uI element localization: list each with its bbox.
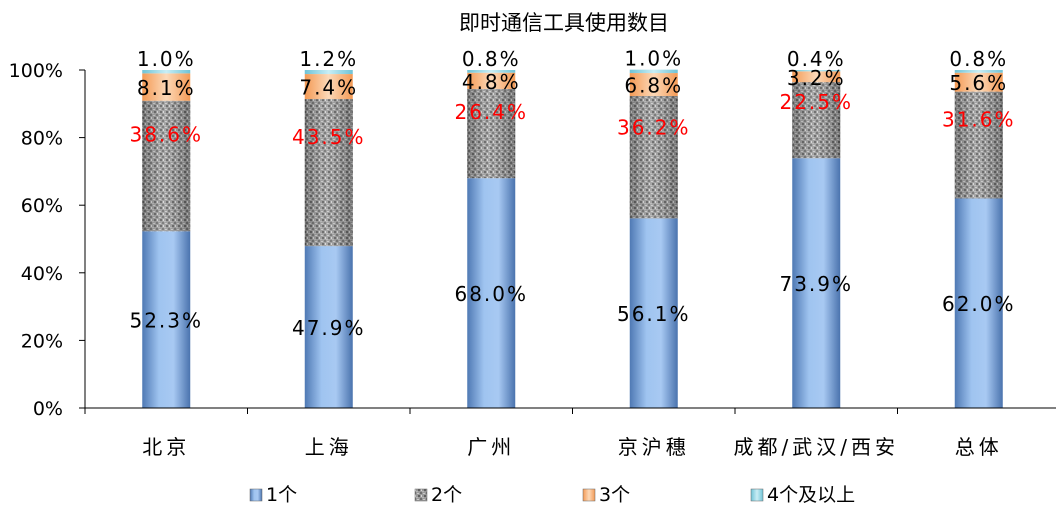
bar-segment-shade xyxy=(467,88,516,179)
legend-label: 4个及以上 xyxy=(767,484,855,506)
y-tick-label: 60% xyxy=(21,195,63,217)
data-label: 56.1% xyxy=(617,302,691,326)
bar-segment-shade xyxy=(629,96,678,219)
bar-segment xyxy=(142,73,191,101)
bar-segment xyxy=(142,70,191,74)
bar-segment-shade xyxy=(954,91,1003,199)
legend-swatch xyxy=(249,488,263,502)
legend-swatch xyxy=(582,488,596,502)
y-tick-label: 40% xyxy=(21,263,63,285)
data-label: 5.6% xyxy=(949,71,1008,95)
bar-segment xyxy=(467,70,516,73)
data-label: 36.2% xyxy=(617,116,691,140)
y-tick-label: 100% xyxy=(9,60,63,82)
data-label: 31.6% xyxy=(942,107,1016,131)
data-label: 62.0% xyxy=(942,292,1016,316)
y-tick-label: 80% xyxy=(21,128,63,150)
bar-segment xyxy=(142,231,191,408)
data-label: 43.5% xyxy=(292,125,366,149)
data-label: 68.0% xyxy=(454,282,528,306)
y-tick-label: 20% xyxy=(21,330,63,352)
data-label: 38.6% xyxy=(129,122,203,146)
bar-segment-shade xyxy=(792,82,841,159)
data-label: 6.8% xyxy=(624,74,683,98)
legend-swatch xyxy=(414,488,428,502)
data-label: 47.9% xyxy=(292,316,366,340)
data-label: 8.1% xyxy=(137,76,196,100)
bar-segment xyxy=(304,74,353,100)
bar-segment xyxy=(792,158,841,408)
x-tick-label: 上海 xyxy=(305,435,353,459)
data-label: 1.2% xyxy=(299,47,358,71)
data-label: 22.5% xyxy=(779,90,853,114)
bar-segment-shade xyxy=(142,100,191,232)
bar-segment xyxy=(629,218,678,408)
data-label: 0.4% xyxy=(787,47,846,71)
bar-segment xyxy=(467,178,516,408)
data-label: 73.9% xyxy=(779,272,853,296)
bar-segment xyxy=(792,71,841,83)
legend-label: 1个 xyxy=(266,484,297,506)
legend-label: 3个 xyxy=(599,484,630,506)
bar-segment xyxy=(304,246,353,408)
data-label: 26.4% xyxy=(454,100,528,124)
x-tick-label: 成都/武汉/西安 xyxy=(734,435,899,459)
x-tick-label: 广州 xyxy=(467,435,515,459)
bar-segment xyxy=(954,198,1003,408)
data-labels: 52.3% 38.6% 8.1% 1.0% 47.9% 43.5% 7.4% 1.2% 68.0… xyxy=(129,47,1016,340)
x-tick-label: 京沪穗 xyxy=(618,435,690,459)
x-axis: 北京 上海 广州 京沪穗 成都/武汉/西安 总体 xyxy=(84,407,1056,459)
bar-segment xyxy=(629,69,678,74)
bars xyxy=(142,69,1003,408)
legend-swatch xyxy=(750,488,764,502)
data-label: 0.8% xyxy=(949,47,1008,71)
x-tick-label: 总体 xyxy=(955,435,1003,459)
y-tick-label: 0% xyxy=(33,398,63,420)
chart-title: 即时通信工具使用数目 xyxy=(459,11,669,35)
bar-segment xyxy=(629,73,678,97)
legend-label: 2个 xyxy=(431,484,462,506)
bar-segment xyxy=(792,70,841,72)
x-tick-label: 北京 xyxy=(142,435,190,459)
data-label: 1.0% xyxy=(624,47,683,71)
bar-segment xyxy=(304,70,353,75)
bar-segment-shade xyxy=(304,99,353,247)
bar-segment xyxy=(954,72,1003,92)
bar-segment xyxy=(467,72,516,89)
data-label: 1.0% xyxy=(137,47,196,71)
bar-segment xyxy=(954,70,1003,73)
data-label: 4.8% xyxy=(462,70,521,94)
legend: 1个 2个 3个 4个及以上 xyxy=(249,484,855,506)
data-label: 7.4% xyxy=(299,76,358,100)
data-label: 52.3% xyxy=(129,309,203,333)
data-label: 3.2% xyxy=(787,66,846,90)
y-axis: 0% 20% 40% 60% 80% 100% xyxy=(9,60,86,420)
data-label: 0.8% xyxy=(462,47,521,71)
